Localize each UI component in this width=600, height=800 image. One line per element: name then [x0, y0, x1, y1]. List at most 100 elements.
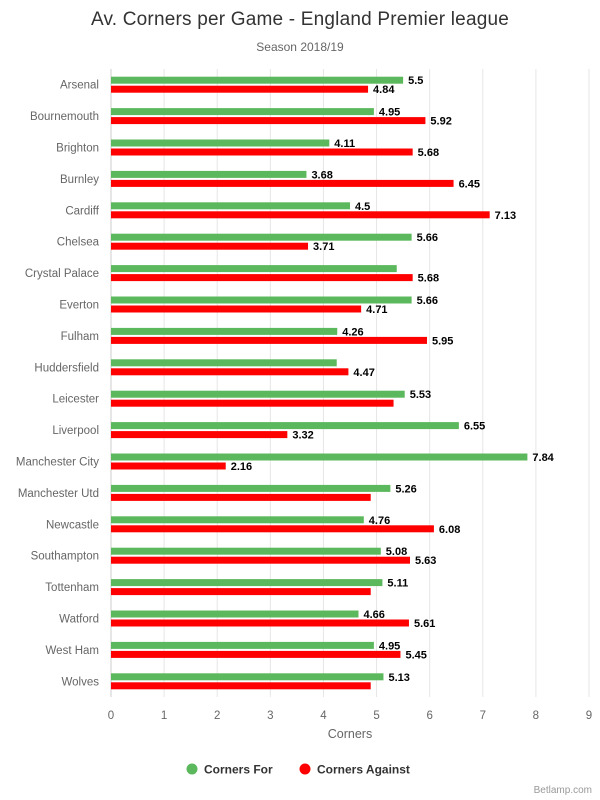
bar-corners-against[interactable]	[111, 85, 369, 93]
data-label: 3.71	[313, 241, 334, 253]
bar-corners-against[interactable]	[111, 462, 226, 470]
legend-item-corners-for[interactable]: Corners For	[186, 763, 274, 777]
data-label: 5.68	[418, 147, 439, 159]
bar-corners-for[interactable]	[111, 108, 374, 116]
bar-corners-for[interactable]	[111, 641, 374, 649]
bar-corners-against[interactable]	[111, 211, 490, 219]
data-label: 5.11	[387, 578, 408, 590]
bar-corners-against[interactable]	[111, 493, 371, 501]
category-labels: Arsenal Bournemouth Brighton Burnley Cardiff…	[16, 80, 100, 689]
credits-text[interactable]: Betlamp.com	[534, 785, 592, 796]
bars-layer	[111, 76, 528, 690]
x-tick-label: 0	[108, 710, 114, 722]
chart-subtitle: Season 2018/19	[256, 40, 344, 54]
bar-corners-for[interactable]	[111, 296, 412, 304]
legend-marker	[299, 763, 311, 775]
x-tick-label: 1	[161, 710, 167, 722]
data-label: 4.11	[334, 138, 355, 150]
data-label: 4.47	[353, 367, 374, 379]
category-label: Newcastle	[46, 519, 99, 531]
data-label: 5.13	[388, 672, 409, 684]
category-label: Liverpool	[52, 425, 99, 437]
bar-corners-for[interactable]	[111, 139, 330, 147]
legend-label: Corners Against	[317, 763, 410, 777]
category-label: Cardiff	[65, 205, 99, 217]
bar-corners-for[interactable]	[111, 233, 412, 241]
bar-corners-against[interactable]	[111, 431, 288, 439]
bar-corners-against[interactable]	[111, 556, 411, 564]
category-label: Tottenham	[45, 582, 99, 594]
bar-corners-for[interactable]	[111, 610, 359, 618]
data-label: 5.63	[415, 555, 436, 567]
bar-corners-for[interactable]	[111, 547, 381, 555]
data-label: 5.66	[417, 295, 438, 307]
category-label: Fulham	[61, 331, 99, 343]
data-label: 5.5	[408, 75, 423, 87]
bar-corners-against[interactable]	[111, 682, 371, 690]
x-tick-labels: 0 1 2 3 4 5 6 7 8 9	[108, 710, 592, 722]
bar-corners-against[interactable]	[111, 117, 426, 125]
bar-corners-against[interactable]	[111, 336, 428, 344]
x-tick-label: 5	[373, 710, 379, 722]
bar-corners-for[interactable]	[111, 390, 405, 398]
data-label: 5.92	[430, 116, 451, 128]
bar-corners-for[interactable]	[111, 327, 338, 335]
category-label: Chelsea	[57, 237, 100, 249]
data-label: 5.45	[405, 649, 426, 661]
data-label: 4.5	[355, 201, 370, 213]
bar-corners-for[interactable]	[111, 359, 337, 367]
data-label: 4.71	[366, 304, 387, 316]
legend: Corners For Corners Against	[186, 763, 410, 777]
data-label: 2.16	[231, 461, 252, 473]
x-tick-label: 9	[586, 710, 592, 722]
bar-corners-for[interactable]	[111, 170, 307, 178]
bar-corners-for[interactable]	[111, 579, 383, 587]
bar-corners-for[interactable]	[111, 673, 384, 681]
x-tick-label: 6	[426, 710, 432, 722]
bar-corners-against[interactable]	[111, 619, 409, 627]
category-label: Watford	[59, 614, 99, 626]
bar-corners-against[interactable]	[111, 179, 454, 187]
bar-corners-against[interactable]	[111, 274, 413, 282]
category-label: Burnley	[60, 174, 99, 186]
legend-item-corners-against[interactable]: Corners Against	[299, 763, 410, 777]
bar-corners-for[interactable]	[111, 202, 350, 210]
x-tick-label: 4	[320, 710, 327, 722]
bar-corners-against[interactable]	[111, 242, 309, 250]
data-label: 5.68	[418, 273, 439, 285]
bar-corners-against[interactable]	[111, 650, 401, 658]
bar-corners-against[interactable]	[111, 305, 362, 313]
legend-label: Corners For	[204, 763, 273, 777]
bar-corners-against[interactable]	[111, 148, 413, 156]
category-label: Southampton	[31, 551, 99, 563]
bar-corners-against[interactable]	[111, 525, 434, 533]
category-label: Bournemouth	[30, 111, 99, 123]
data-label: 6.45	[459, 178, 480, 190]
data-label: 5.95	[432, 335, 453, 347]
bar-corners-against[interactable]	[111, 588, 371, 596]
category-label: Huddersfield	[34, 362, 99, 374]
data-label: 4.95	[379, 107, 400, 119]
data-label: 6.55	[464, 421, 485, 433]
data-labels: 5.5 4.84 4.95 5.92 4.11 5.68 3.68 6.45 4.5 7.13 5.…	[231, 75, 555, 684]
bar-corners-against[interactable]	[111, 368, 349, 376]
chart-title: Av. Corners per Game - England Premier l…	[91, 9, 509, 30]
bar-corners-for[interactable]	[111, 76, 404, 84]
bar-corners-for[interactable]	[111, 516, 364, 524]
bar-corners-against[interactable]	[111, 399, 394, 407]
bar-corners-for[interactable]	[111, 265, 397, 273]
bar-corners-for[interactable]	[111, 422, 459, 430]
data-label: 5.26	[395, 483, 416, 495]
bar-corners-for[interactable]	[111, 484, 391, 492]
category-label: Brighton	[56, 143, 99, 155]
category-label: Arsenal	[60, 80, 99, 92]
data-label: 4.66	[363, 609, 384, 621]
data-label: 7.13	[495, 210, 516, 222]
x-tick-label: 2	[214, 710, 220, 722]
x-tick-label: 7	[480, 710, 486, 722]
data-label: 7.84	[532, 452, 554, 464]
category-label: Manchester Utd	[18, 488, 99, 500]
x-axis-title: Corners	[328, 727, 372, 741]
bar-corners-for[interactable]	[111, 453, 528, 461]
